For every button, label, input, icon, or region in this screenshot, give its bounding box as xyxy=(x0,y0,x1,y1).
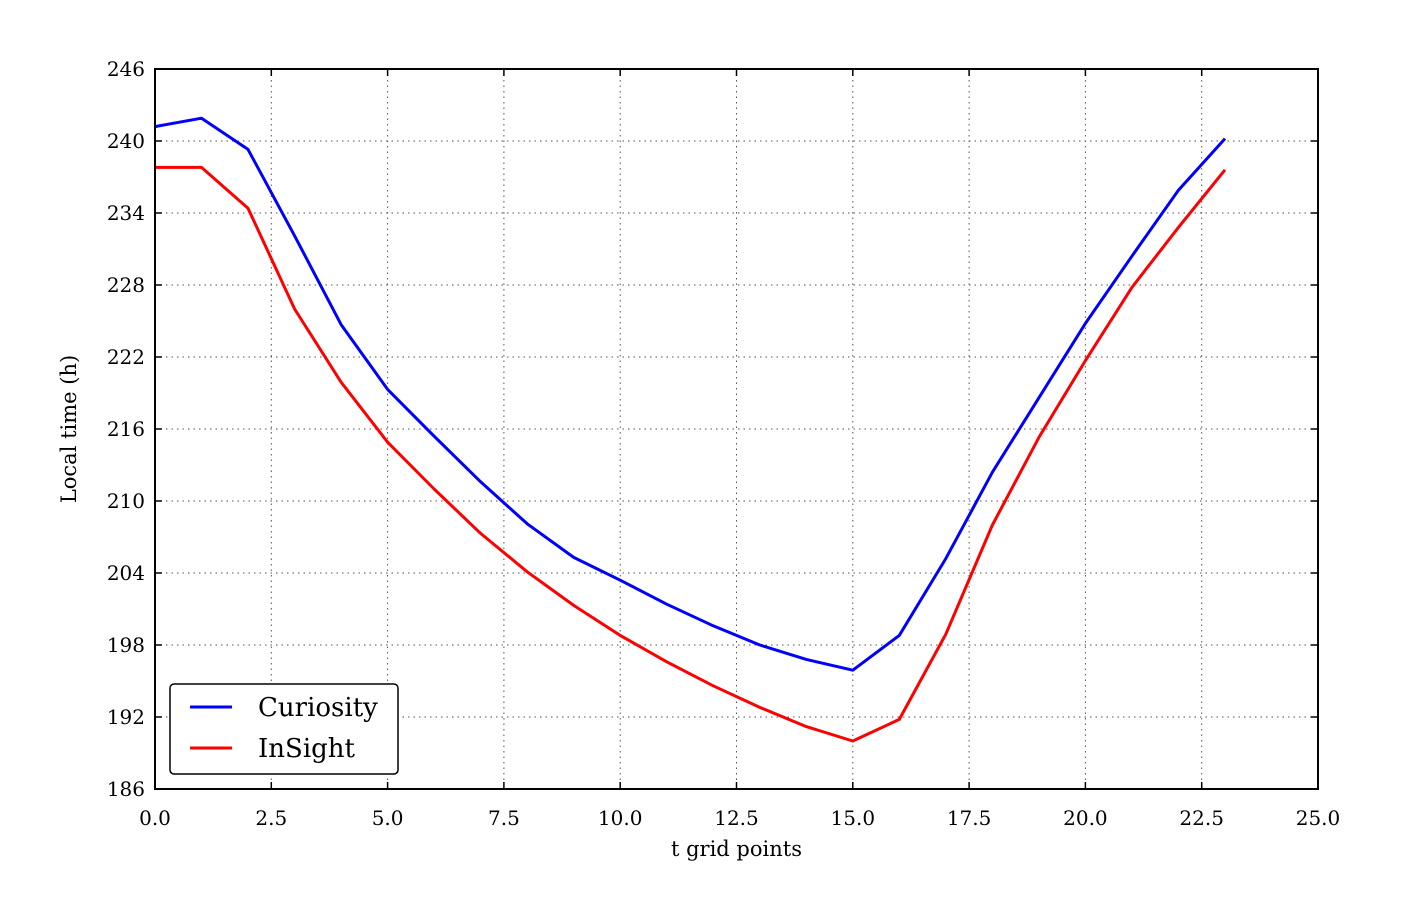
x-tick-label: 22.5 xyxy=(1179,806,1224,830)
y-tick-label: 234 xyxy=(107,201,145,225)
x-axis-label: t grid points xyxy=(671,837,802,861)
y-tick-label: 186 xyxy=(107,777,145,801)
legend: Curiosity InSight xyxy=(169,683,399,775)
y-tick-label: 228 xyxy=(107,273,145,297)
y-tick-label: 246 xyxy=(107,57,145,81)
x-tick-label: 10.0 xyxy=(598,806,643,830)
legend-label: Curiosity xyxy=(258,693,378,723)
x-tick-label: 15.0 xyxy=(831,806,876,830)
x-tick-label: 12.5 xyxy=(714,806,759,830)
y-tick-label: 192 xyxy=(107,705,145,729)
legend-label: InSight xyxy=(258,734,356,764)
x-tick-label: 25.0 xyxy=(1296,806,1341,830)
x-tick-label: 17.5 xyxy=(947,806,992,830)
x-tick-label: 7.5 xyxy=(488,806,520,830)
y-tick-label: 240 xyxy=(107,129,145,153)
series-line-insight xyxy=(155,165,1227,743)
y-tick-label: 210 xyxy=(107,489,145,513)
series-lines xyxy=(154,116,1227,743)
y-axis-label: Local time (h) xyxy=(57,355,81,503)
x-axis-tick-labels: 0.0 2.5 5.0 7.5 10.0 12.5 15.0 17.5 20.0 22.5 25.0 xyxy=(139,806,1340,830)
y-tick-label: 222 xyxy=(107,345,145,369)
y-tick-label: 198 xyxy=(107,633,145,657)
grid-lines xyxy=(155,69,1318,789)
x-tick-label: 0.0 xyxy=(139,806,171,830)
y-axis-tick-labels: 186 192 198 204 210 216 222 228 234 240 246 xyxy=(107,57,145,801)
x-tick-label: 2.5 xyxy=(255,806,287,830)
y-tick-label: 204 xyxy=(107,561,145,585)
axis-ticks xyxy=(154,68,1319,790)
y-tick-label: 216 xyxy=(107,417,145,441)
x-tick-label: 20.0 xyxy=(1063,806,1108,830)
x-tick-label: 5.0 xyxy=(372,806,404,830)
series-line-curiosity xyxy=(154,116,1227,672)
